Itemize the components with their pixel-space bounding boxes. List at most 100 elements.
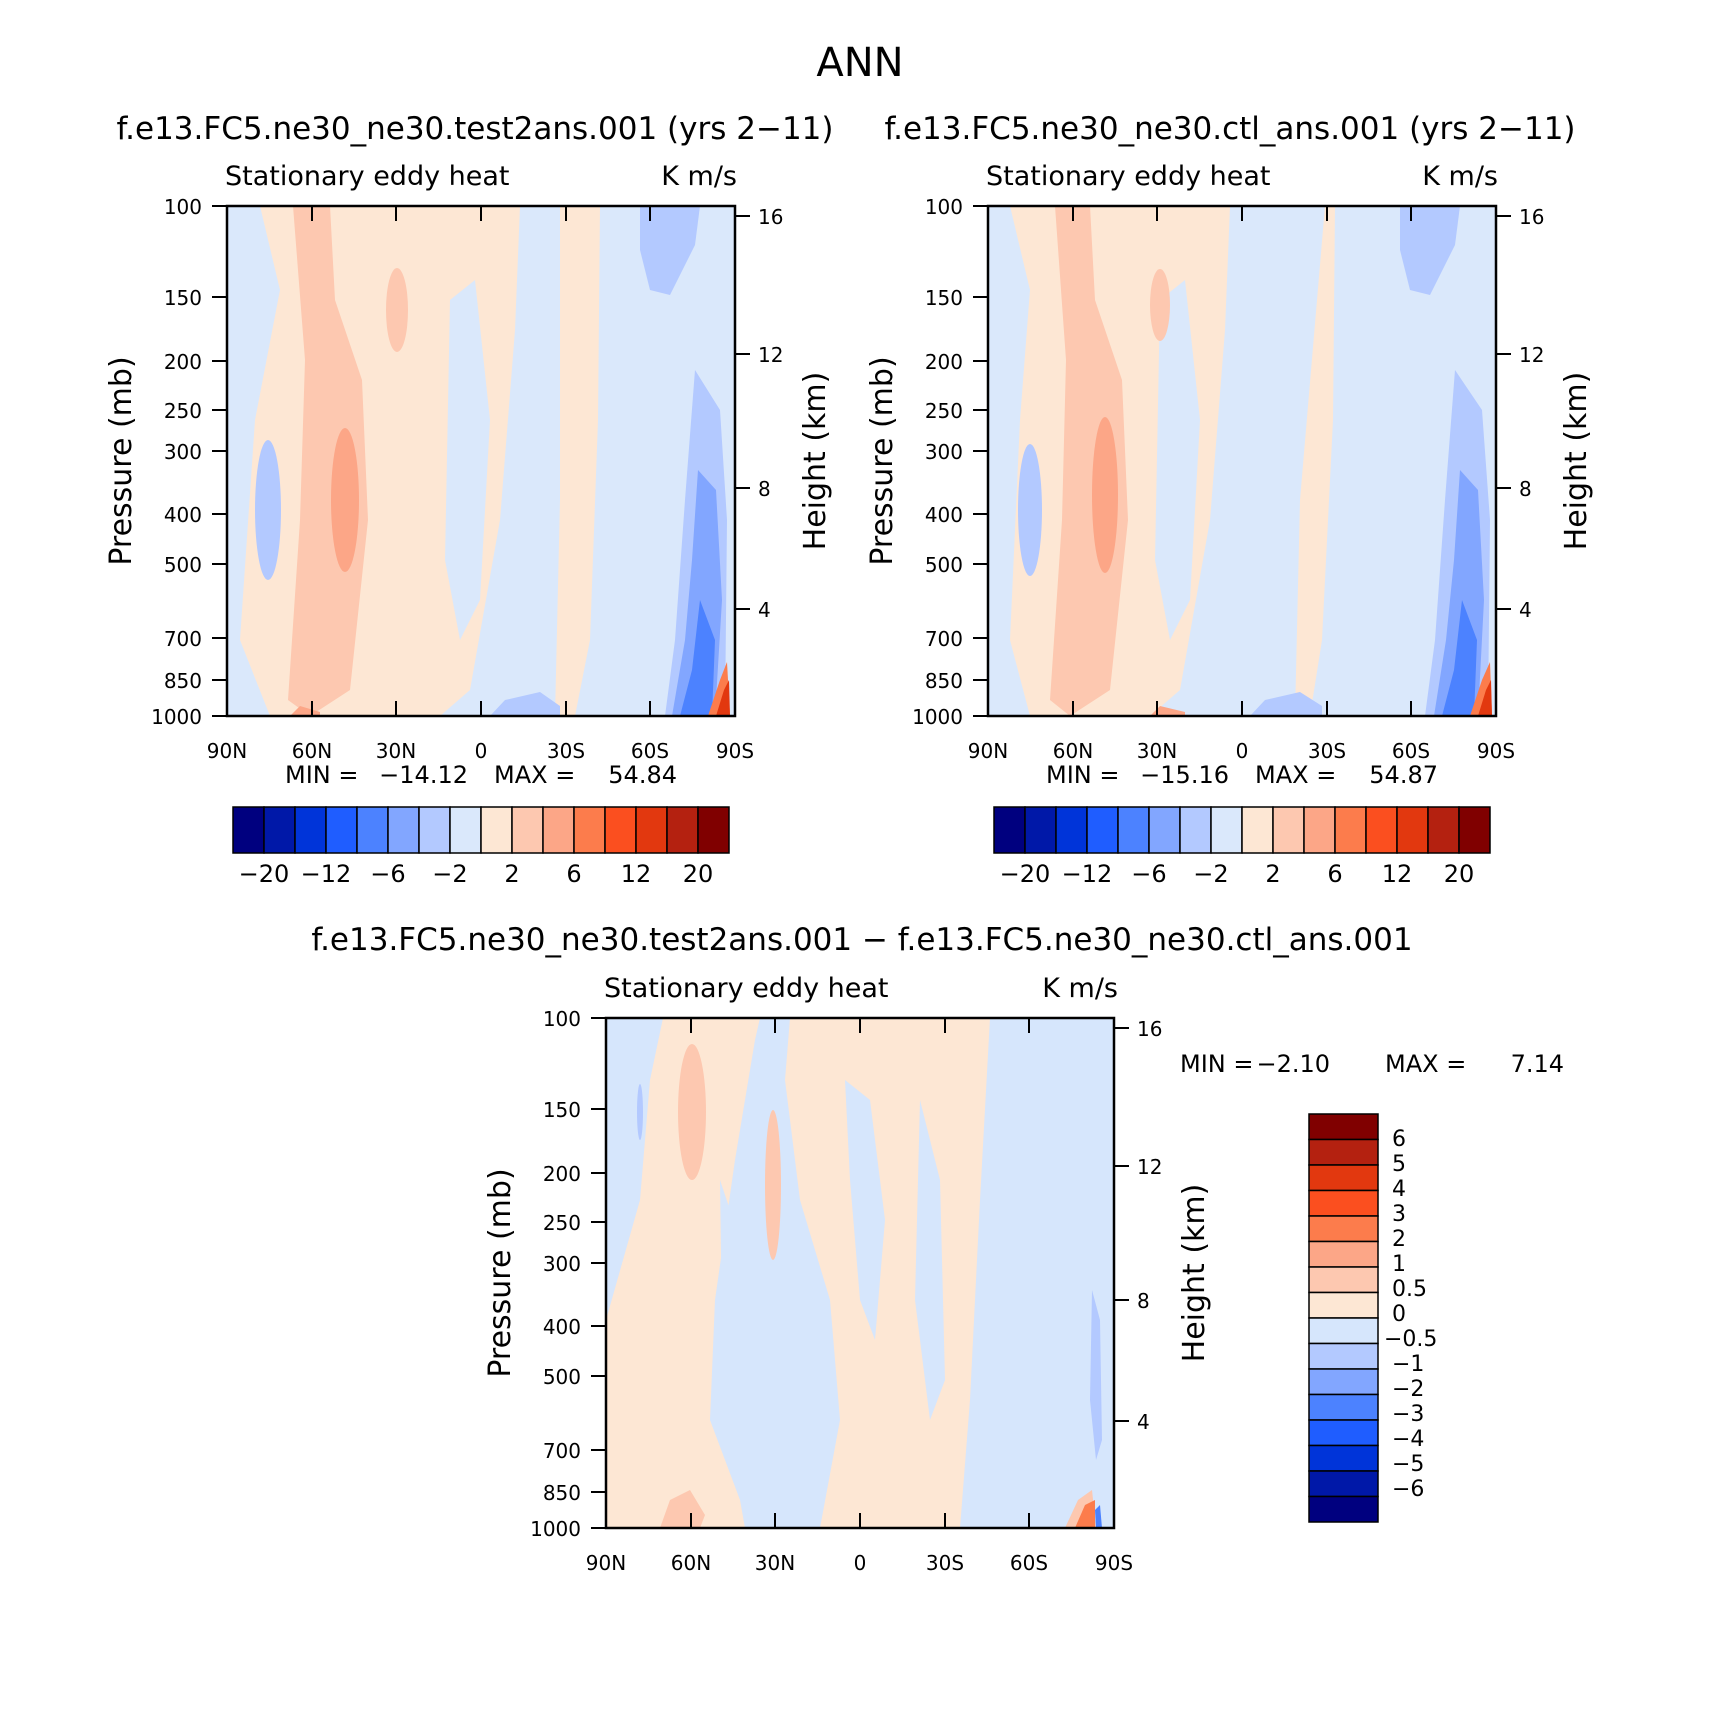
panel-diff-colorbar-label: −3 — [1392, 1402, 1424, 1427]
panel-ctl-field-cold-surface — [1250, 692, 1322, 716]
panel-diff-field-cold-corner — [1095, 1505, 1102, 1528]
panel-diff-y2-tick-label: 16 — [1137, 1017, 1162, 1041]
panel-ctl-colorbar-box — [1241, 806, 1274, 854]
panel-test-field-warm-corner-b — [716, 680, 730, 716]
panel-test-y-tick-label: 850 — [164, 669, 202, 693]
panel-ctl: f.e13.FC5.ne30_ne30.ctl_ans.001 (yrs 2−1… — [865, 111, 1594, 888]
panel-ctl-y-tick-label: 150 — [925, 286, 963, 310]
panel-diff-colorbar-box — [1308, 1215, 1379, 1243]
panel-ctl-ticks — [973, 205, 1511, 717]
panel-diff-colorbar-label: 3 — [1392, 1202, 1406, 1227]
panel-diff-min-label: MIN = — [1180, 1050, 1253, 1078]
panel-ctl-x-tick-labels: 90N 60N 30N 0 30S 60S 90S — [968, 739, 1515, 763]
panel-diff-y2-tick-label: 4 — [1137, 1410, 1150, 1434]
panel-diff-colorbar-label: −6 — [1392, 1477, 1424, 1502]
panel-diff-left-label: Stationary eddy heat — [604, 973, 889, 1004]
panel-diff-field-pos-band-b — [785, 1018, 990, 1528]
panel-diff: f.e13.FC5.ne30_ne30.test2ans.001 − f.e13… — [311, 922, 1564, 1575]
panel-test-units: K m/s — [661, 161, 737, 192]
figure-title: ANN — [816, 40, 903, 86]
panel-diff-field-warm-ne-a — [678, 1044, 706, 1180]
panel-diff-y2-tick-label: 8 — [1137, 1289, 1150, 1313]
panel-ctl-y2-tick-label: 8 — [1519, 477, 1532, 501]
panel-diff-y-tick-label: 100 — [543, 1007, 581, 1031]
panel-diff-colorbar-box — [1308, 1138, 1379, 1166]
panel-test-colorbar-box — [232, 806, 265, 854]
panel-test-y-tick-label: 150 — [164, 286, 202, 310]
panel-diff-colorbar-label: 6 — [1392, 1127, 1406, 1152]
panel-test-left-label: Stationary eddy heat — [225, 161, 510, 192]
panel-ctl-min-value: −15.16 — [1140, 761, 1229, 789]
panel-ctl-field-core — [1092, 417, 1118, 573]
panel-test-colorbar-box — [573, 806, 606, 854]
panel-diff-units: K m/s — [1042, 973, 1118, 1004]
panel-ctl-field-cold-top — [1400, 206, 1460, 295]
panel-ctl-y-tick-label: 100 — [925, 195, 963, 219]
panel-ctl-colorbar-box — [1396, 806, 1429, 854]
panel-diff-y-tick-label: 400 — [543, 1315, 581, 1339]
panel-test-min-label: MIN = — [285, 761, 358, 789]
panel-test-field-warm-column — [288, 206, 368, 716]
panel-ctl-colorbar-box — [1365, 806, 1398, 854]
panel-ctl-y2-tick-labels: 16 12 8 4 — [1519, 205, 1544, 622]
panel-test-colorbar-label: −6 — [370, 860, 405, 888]
panel-diff-colorbar-label: −4 — [1392, 1427, 1424, 1452]
panel-ctl-y-tick-label: 700 — [925, 627, 963, 651]
panel-test-x-tick-label: 90S — [716, 739, 754, 763]
panel-ctl-y2-axis-label: Height (km) — [1559, 372, 1594, 551]
panel-test-colorbar-box — [356, 806, 389, 854]
panel-test-y-tick-label: 500 — [164, 553, 202, 577]
panel-test-y-tick-labels: 100 150 200 250 300 400 500 700 850 1000 — [151, 195, 202, 729]
panel-diff-field-neg-wedge-c — [720, 1180, 740, 1360]
panel-diff-y-tick-label: 150 — [543, 1098, 581, 1122]
panel-ctl-colorbar-box — [1055, 806, 1088, 854]
panel-diff-y-tick-label: 200 — [543, 1162, 581, 1186]
panel-diff-colorbar-box — [1308, 1419, 1379, 1447]
panel-test-colorbar-box — [294, 806, 327, 854]
panel-ctl-units: K m/s — [1422, 161, 1498, 192]
panel-ctl-colorbar-label: −2 — [1193, 860, 1228, 888]
panel-test-field-pos-band-b — [555, 206, 600, 716]
panel-test-field-cold-top — [640, 206, 700, 295]
panel-ctl-x-tick-label: 90S — [1477, 739, 1515, 763]
panel-test-colorbar-box — [325, 806, 358, 854]
panel-test-colorbar-label: −20 — [239, 860, 290, 888]
panel-diff-min-value: −2.10 — [1256, 1050, 1330, 1078]
panel-ctl-y-tick-labels: 100 150 200 250 300 400 500 700 850 1000 — [912, 195, 963, 729]
panel-diff-colorbar-box — [1308, 1113, 1379, 1141]
panel-ctl-colorbar-box — [1117, 806, 1150, 854]
panel-diff-x-tick-labels: 90N 60N 30N 0 30S 60S 90S — [586, 1551, 1133, 1575]
panel-ctl-colorbar-box — [993, 806, 1026, 854]
panel-test-y-tick-label: 400 — [164, 503, 202, 527]
panel-ctl-x-tick-label: 90N — [968, 739, 1008, 763]
panel-test-colorbar-label: 6 — [566, 860, 581, 888]
panel-test-colorbar-box — [604, 806, 637, 854]
panel-test-y-axis-label: Pressure (mb) — [104, 356, 139, 565]
panel-test-x-tick-label: 30N — [376, 739, 416, 763]
panel-diff-x-tick-label: 90S — [1095, 1551, 1133, 1575]
panel-ctl-field-warm-surface — [1150, 706, 1185, 716]
panel-ctl-colorbar-label: −12 — [1062, 860, 1113, 888]
panel-test-y-tick-label: 100 — [164, 195, 202, 219]
panel-test-ticks — [212, 205, 750, 717]
panel-diff-field-cold-sh — [1090, 1290, 1102, 1460]
panel-diff-colorbar-box — [1308, 1368, 1379, 1396]
panel-test-plot-area — [227, 206, 735, 716]
panel-ctl-colorbar-box — [1210, 806, 1243, 854]
panel-diff-field-warm-corner-b — [1075, 1500, 1095, 1528]
panel-diff-ticks — [591, 1017, 1129, 1529]
panel-test-field-cold-surface — [490, 692, 560, 716]
panel-diff-y2-tick-label: 12 — [1137, 1155, 1162, 1179]
panel-diff-x-tick-label: 90N — [586, 1551, 626, 1575]
panel-ctl-left-label: Stationary eddy heat — [986, 161, 1271, 192]
panel-ctl-y-tick-label: 250 — [925, 399, 963, 423]
panel-test-colorbar-box — [666, 806, 699, 854]
panel-test-colorbar-label: 2 — [504, 860, 519, 888]
panel-test-y2-tick-labels: 16 12 8 4 — [758, 205, 783, 622]
panel-test-y-tick-label: 250 — [164, 399, 202, 423]
panel-test-colorbar-box — [697, 806, 730, 854]
panel-diff-y2-axis-label: Height (km) — [1177, 1184, 1212, 1363]
panel-diff-y-tick-label: 1000 — [530, 1517, 581, 1541]
panel-ctl-y-tick-label: 300 — [925, 440, 963, 464]
panel-diff-colorbar-label: 5 — [1392, 1152, 1406, 1177]
